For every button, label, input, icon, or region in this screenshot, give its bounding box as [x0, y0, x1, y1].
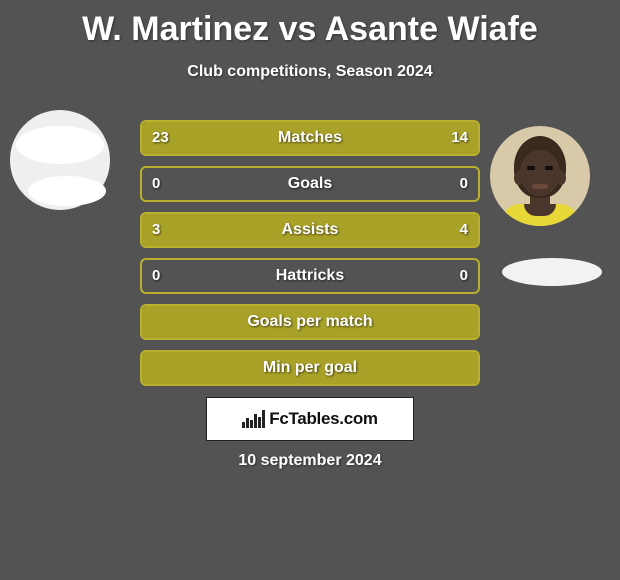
stat-row: 34Assists	[140, 212, 480, 248]
stats-container: 2314Matches 00Goals 34Assists 00Hattricks Go…	[140, 120, 480, 396]
date-label: 10 september 2024	[0, 452, 620, 470]
stat-row: 2314Matches	[140, 120, 480, 156]
brand-bars-icon	[242, 410, 264, 428]
avatar-eye	[527, 166, 535, 170]
stat-label: Min per goal	[142, 352, 478, 384]
stat-label: Hattricks	[142, 260, 478, 292]
stat-label: Goals per match	[142, 306, 478, 338]
brand-box[interactable]: FcTables.com	[206, 397, 414, 441]
stat-label: Assists	[142, 214, 478, 246]
avatar-face	[520, 150, 560, 196]
page-subtitle: Club competitions, Season 2024	[0, 63, 620, 81]
stat-row: Goals per match	[140, 304, 480, 340]
stat-row: Min per goal	[140, 350, 480, 386]
avatar-eye	[545, 166, 553, 170]
page-title: W. Martinez vs Asante Wiafe	[0, 0, 620, 49]
player-left-avatar	[10, 110, 110, 210]
stat-label: Matches	[142, 122, 478, 154]
stat-row: 00Goals	[140, 166, 480, 202]
player-right-avatar	[490, 126, 590, 226]
stat-label: Goals	[142, 168, 478, 200]
avatar-placeholder-shape	[16, 126, 104, 164]
avatar-mouth	[532, 184, 548, 189]
stat-row: 00Hattricks	[140, 258, 480, 294]
avatar-placeholder-shape	[28, 176, 106, 206]
avatar-shadow	[502, 258, 602, 286]
brand-text: FcTables.com	[269, 409, 378, 429]
